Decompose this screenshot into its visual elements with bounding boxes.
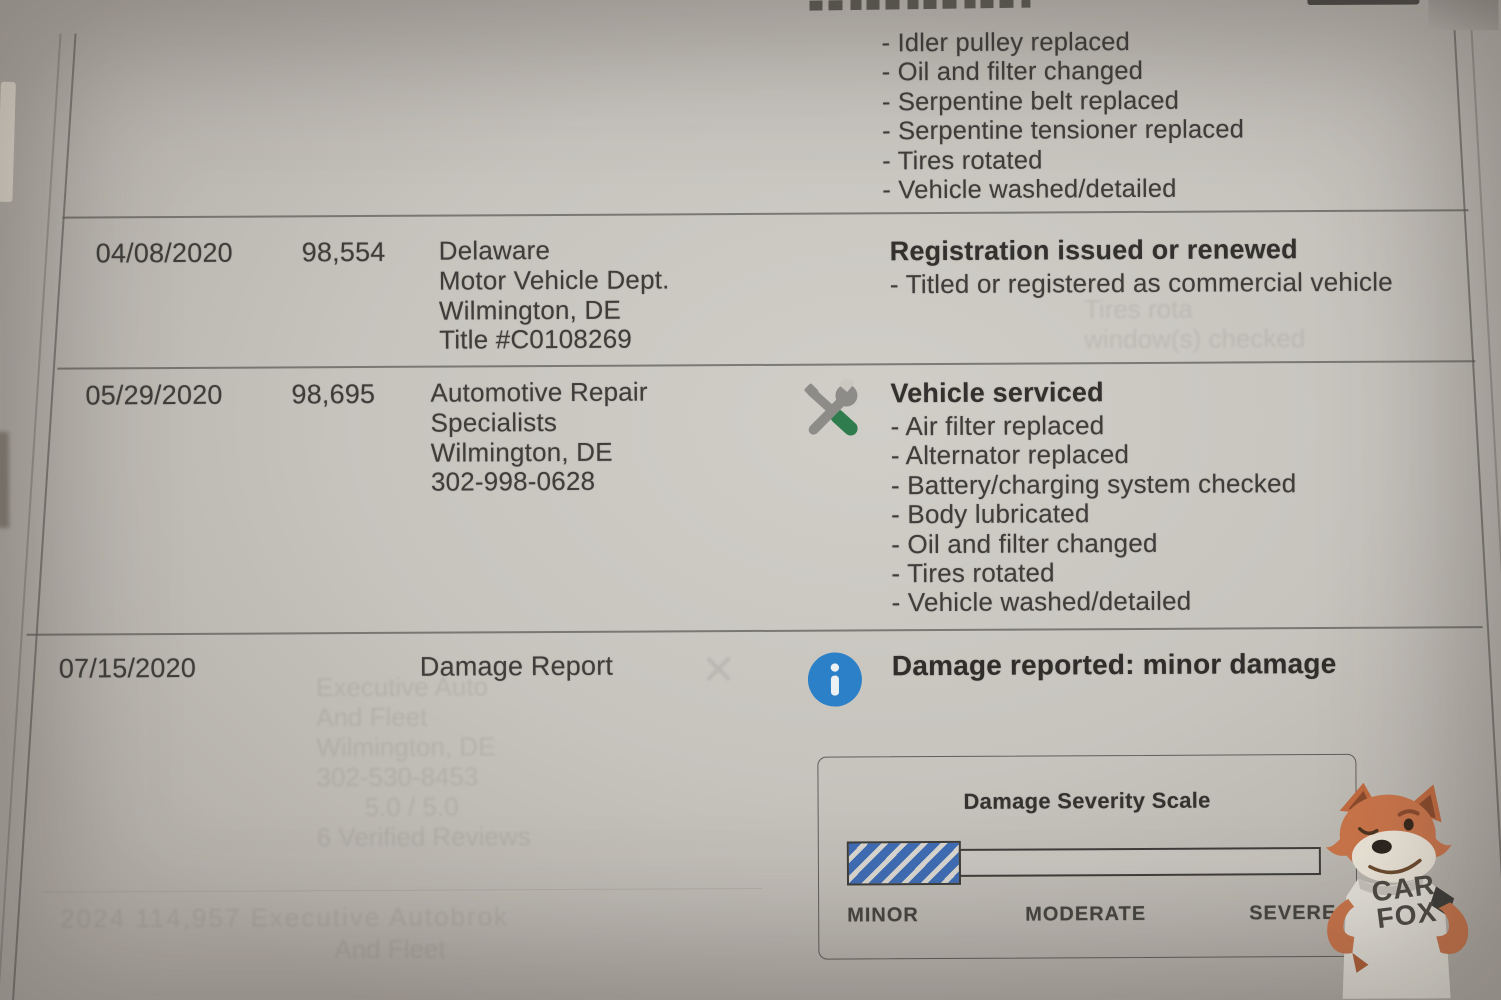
bleed-through-bottom2: And Fleet [334, 934, 445, 966]
source-line: Motor Vehicle Dept. [438, 264, 670, 296]
ghost-wrench-mark: ✕ [700, 646, 737, 694]
source-line: Wilmington, DE [438, 294, 622, 326]
corner-shadow [1428, 0, 1499, 31]
bleed-through-bottom: 2024 114,957 Executive Autobrok [60, 901, 509, 934]
record-source: Delaware Motor Vehicle Dept. Wilmington,… [439, 235, 670, 355]
service-detail: - Serpentine tensioner replaced [881, 115, 1245, 146]
source-line: Automotive Repair [430, 376, 648, 408]
service-detail: - Vehicle washed/detailed [891, 586, 1192, 618]
service-details-list: - Idler pulley replaced - Oil and filter… [882, 27, 1245, 205]
record-date: 07/15/2020 [58, 652, 197, 684]
ghost-line: window(s) checked [1084, 323, 1306, 355]
record-title: Damage reported: minor damage [891, 647, 1337, 682]
row-divider [57, 360, 1476, 370]
service-detail: - Serpentine belt replaced [881, 86, 1180, 117]
source-line: Title #C0108269 [439, 324, 633, 356]
record-row-continuation: - Idler pulley replaced - Oil and filter… [882, 27, 1245, 205]
severity-fill-minor [846, 840, 962, 886]
record-detail: - Titled or registered as commercial veh… [889, 266, 1393, 300]
bleed-through-x: ✕ [701, 645, 736, 694]
ghost-line: And Fleet [316, 701, 428, 733]
carfax-fox-mascot [1311, 774, 1487, 999]
service-detail: - Battery/charging system checked [890, 467, 1297, 501]
service-detail: - Alternator replaced [890, 439, 1130, 471]
bleed-through-dealer-block: Executive Auto And Fleet Wilmington, DE … [316, 671, 531, 852]
service-detail: - Body lubricated [890, 498, 1090, 530]
cropped-text-remnant [809, 0, 1031, 11]
service-detail: - Oil and filter changed [891, 527, 1158, 559]
row-divider [62, 209, 1469, 219]
fox-shirt-text: CAR FOX [1357, 869, 1453, 934]
record-mileage: 98,695 [291, 378, 376, 410]
record-row-service: 05/29/2020 98,695 Automotive Repair Spec… [0, 0, 1498, 618]
record-row-damage: 07/15/2020 Damage Report Damage reported… [0, 0, 1498, 707]
page-edge-smudge [0, 431, 10, 528]
source-line: Specialists [430, 406, 558, 438]
service-detail: - Tires rotated [891, 557, 1055, 589]
service-tools-icon [797, 375, 863, 441]
record-mileage: 98,554 [301, 236, 386, 268]
bleed-through-text: Tires rota window(s) checked [1084, 293, 1306, 355]
record-title: Vehicle serviced [890, 377, 1104, 409]
record-details-list: - Titled or registered as commercial veh… [889, 266, 1410, 300]
cropped-dark-strip [1307, 0, 1420, 6]
bleed-through-rule [42, 887, 763, 894]
info-icon [807, 651, 863, 707]
ghost-line: 2024 114,957 Executive Autobrok [60, 901, 510, 934]
ghost-line: 6 Verified Reviews [316, 821, 531, 853]
ghost-line: And Fleet [334, 933, 446, 965]
record-date: 04/08/2020 [95, 237, 233, 269]
ghost-line: 302-530-8453 [316, 761, 479, 793]
service-detail: - Vehicle washed/detailed [882, 174, 1177, 205]
source-line: Delaware [438, 235, 551, 266]
record-title: Registration issued or renewed [889, 234, 1298, 267]
record-comments: Vehicle serviced - Air filter replaced -… [890, 376, 1411, 619]
service-details-list: - Air filter replaced - Alternator repla… [891, 410, 1412, 619]
record-comments: Registration issued or renewed - Titled … [890, 234, 1410, 300]
severity-label-moderate: MODERATE [1025, 902, 1147, 926]
severity-label-minor: MINOR [847, 904, 919, 927]
source-line: Wilmington, DE [430, 436, 613, 468]
service-detail: - Tires rotated [882, 146, 1043, 175]
ghost-line: Wilmington, DE [316, 731, 496, 763]
table-right-border-outer [1470, 30, 1501, 670]
record-date: 05/29/2020 [85, 379, 223, 411]
record-source: Automotive Repair Specialists Wilmington… [430, 376, 648, 498]
service-detail: - Idler pulley replaced [881, 28, 1131, 58]
record-source: Damage Report [419, 650, 614, 682]
row-divider [26, 626, 1483, 636]
ghost-line: 5.0 / 5.0 [364, 791, 459, 823]
source-line: 302-998-0628 [430, 466, 596, 498]
service-detail: - Oil and filter changed [881, 57, 1144, 87]
severity-scale-title: Damage Severity Scale [963, 787, 1211, 814]
record-row-registration: 04/08/2020 98,554 Delaware Motor Vehicle… [0, 0, 1498, 355]
damage-severity-scale: Damage Severity Scale MINOR MODERATE SEV… [817, 753, 1358, 960]
service-detail: - Air filter replaced [890, 410, 1105, 442]
severity-bar [958, 847, 1321, 877]
